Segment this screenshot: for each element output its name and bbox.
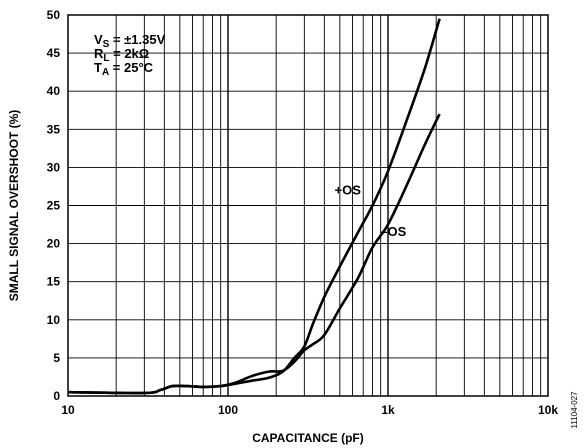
y-tick-label: 10	[47, 313, 61, 327]
x-tick-label: 10	[61, 403, 75, 417]
y-tick-label: 20	[47, 237, 61, 251]
tick-labels: 0 5 10 15 20 25 30 35 40 45 50 10 100 1k 10k	[47, 8, 559, 417]
y-tick-label: 50	[47, 8, 61, 22]
series-label: +OS	[335, 182, 362, 197]
y-tick-label: 35	[47, 122, 61, 136]
series-lines	[67, 18, 441, 395]
y-tick-label: 15	[47, 275, 61, 289]
condition-line: TA = 25°C	[94, 60, 154, 78]
y-tick-label: 25	[47, 199, 61, 213]
series-label: –OS	[380, 224, 406, 239]
x-axis-label: CAPACITANCE (pF)	[252, 431, 364, 445]
condition-line: RL = 2kΩ	[94, 46, 149, 64]
y-tick-label: 40	[47, 84, 61, 98]
x-tick-label: 100	[218, 403, 238, 417]
x-tick-label: 10k	[538, 403, 558, 417]
y-tick-label: 5	[53, 351, 60, 365]
series-line	[67, 113, 441, 395]
y-tick-label: 0	[53, 389, 60, 403]
condition-line: VS = ±1.35V	[94, 32, 166, 50]
grid	[68, 15, 548, 396]
figure-id: 11104-027	[570, 391, 579, 429]
y-tick-label: 45	[47, 46, 61, 60]
y-axis-label: SMALL SIGNAL OVERSHOOT (%)	[7, 110, 21, 302]
plot-frame	[67, 14, 549, 397]
x-tick-label: 1k	[381, 403, 395, 417]
y-tick-label: 30	[47, 160, 61, 174]
series-labels: +OS –OS	[335, 182, 407, 239]
